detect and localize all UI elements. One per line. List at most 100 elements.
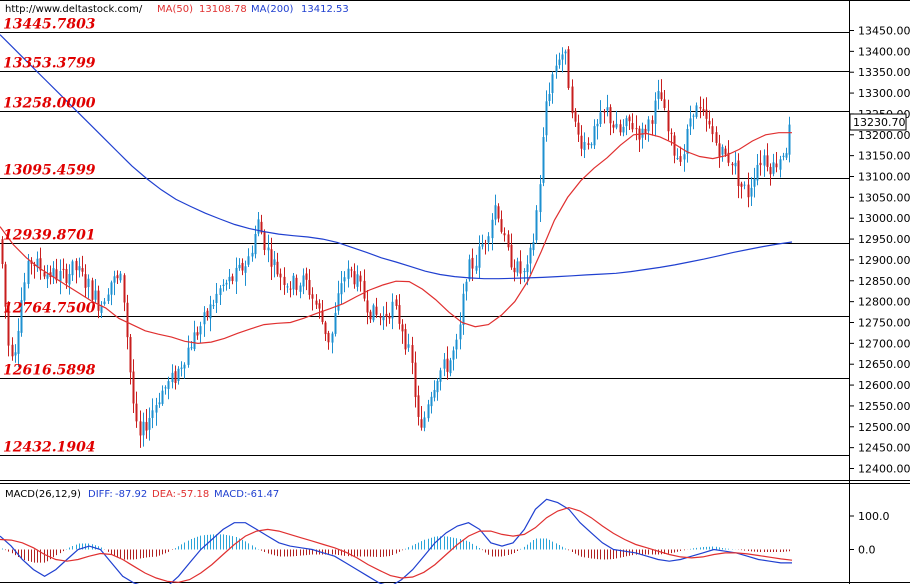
macd-dea-line (0, 506, 793, 583)
price-tick-label: 12550.00 (858, 400, 910, 413)
candle-up (430, 396, 433, 407)
candle-up (535, 210, 538, 241)
candle-up (564, 51, 567, 54)
candle-up (734, 162, 737, 167)
candle-down (603, 111, 606, 113)
candle-up (763, 155, 766, 166)
candle-up (593, 126, 596, 146)
candle-up (548, 94, 551, 101)
candle-down (708, 120, 711, 125)
candle-down (446, 358, 449, 372)
candle-down (366, 300, 369, 313)
horizontal-levels (0, 32, 849, 456)
candle-up (244, 266, 247, 273)
candle-up (494, 205, 497, 220)
level-label: 12939.8701 (3, 228, 96, 244)
last-price-value: 13230.70 (853, 116, 906, 129)
candle-up (772, 162, 775, 174)
price-tick-label: 13300.00 (858, 87, 910, 100)
candle-up (622, 126, 625, 133)
candle-down (718, 143, 721, 157)
candle-up (459, 324, 462, 340)
candle-up (20, 300, 23, 333)
candle-up (779, 159, 782, 170)
candle-down (388, 315, 391, 319)
candle-up (180, 367, 183, 369)
candle-down (324, 322, 327, 335)
candle-down (139, 421, 142, 436)
candle-up (87, 278, 90, 288)
candle-up (558, 59, 561, 66)
price-tick-label: 13150.00 (858, 150, 910, 163)
candle-down (571, 86, 574, 114)
candle-up (238, 264, 241, 269)
price-tick-label: 13350.00 (858, 66, 910, 79)
candle-up (331, 333, 334, 343)
candle-up (452, 350, 455, 360)
candle-up (545, 101, 548, 136)
price-tick-label: 13050.00 (858, 191, 910, 204)
candle-up (695, 105, 698, 117)
candle-up (657, 90, 660, 99)
last-price-badge: 13230.70 (849, 113, 907, 131)
candle-up (427, 404, 430, 419)
candle-up (583, 141, 586, 151)
candle-up (487, 236, 490, 243)
price-tick-label: 13450.00 (858, 25, 910, 38)
candle-down (500, 219, 503, 232)
price-tick-label: 12400.00 (858, 463, 910, 476)
candle-up (788, 124, 791, 155)
candle-down (417, 395, 420, 417)
candle-up (782, 155, 785, 157)
candle-up (347, 268, 350, 279)
candle-up (590, 144, 593, 146)
candle-up (177, 368, 180, 382)
candle-up (785, 153, 788, 158)
price-tick-label: 12950.00 (858, 233, 910, 246)
candle-down (308, 279, 311, 295)
candle-up (267, 247, 270, 251)
candle-up (433, 389, 436, 398)
candle-down (305, 273, 308, 280)
candle-up (292, 275, 295, 290)
candle-down (43, 272, 46, 277)
candle-up (14, 352, 17, 356)
candle-up (52, 268, 55, 278)
candle-down (724, 148, 727, 155)
price-tick-label: 12750.00 (858, 317, 910, 330)
candle-up (465, 281, 468, 292)
candle-up (596, 123, 599, 127)
candle-up (481, 244, 484, 247)
candle-up (46, 274, 49, 279)
level-label: 12432.1904 (3, 440, 96, 456)
candle-up (113, 276, 116, 283)
candle-down (711, 126, 714, 135)
candle-up (158, 402, 161, 405)
price-tick-label: 13400.00 (858, 45, 910, 58)
ma50-line (0, 132, 792, 345)
candle-down (363, 280, 366, 299)
candle-down (196, 332, 199, 336)
candle-down (33, 264, 36, 267)
candle-down (401, 324, 404, 332)
candle-down (510, 244, 513, 268)
candle-up (475, 265, 478, 271)
candle-up (529, 247, 532, 264)
candle-up (334, 312, 337, 334)
diff-label: DIFF: (88, 489, 113, 500)
candle-down (484, 243, 487, 245)
candle-down (635, 128, 638, 130)
moving-averages (0, 34, 793, 345)
candle-down (667, 110, 670, 132)
price-tick-label: 12650.00 (858, 358, 910, 371)
candle-down (375, 306, 378, 315)
candle-down (75, 260, 78, 271)
candle-up (539, 184, 542, 213)
price-tick-label: 13000.00 (858, 212, 910, 225)
candle-down (699, 107, 702, 109)
candle-up (407, 344, 410, 348)
candle-up (683, 154, 686, 160)
candle-up (436, 380, 439, 393)
candle-down (315, 300, 318, 305)
